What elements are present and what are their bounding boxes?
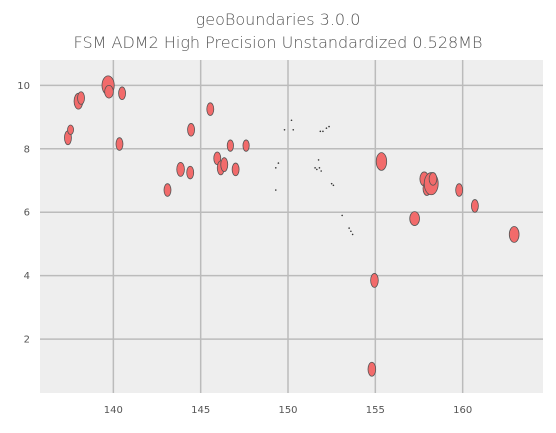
atoll-dot (341, 214, 343, 217)
tick-labels: 140 145 150 155 160 2 4 6 8 10 (17, 81, 472, 416)
x-tick-label: 150 (278, 405, 297, 416)
map-shapes (64, 75, 520, 377)
region-shape (67, 124, 74, 135)
grid (40, 60, 543, 393)
x-tick-label: 140 (104, 405, 123, 416)
atoll-dot (274, 167, 277, 169)
region-shape (118, 86, 126, 101)
atoll-dot (350, 230, 352, 233)
atoll-dot (320, 170, 322, 172)
y-tick-label: 10 (17, 81, 30, 92)
atoll-dot (322, 130, 324, 133)
region-shape (77, 91, 85, 105)
region-shape (508, 226, 520, 243)
region-shape (455, 183, 464, 197)
atoll-dot (330, 182, 333, 185)
region-shape (428, 172, 438, 186)
atoll-dot (316, 168, 318, 171)
chart-title: geoBoundaries 3.0.0 (195, 10, 361, 29)
region-shape (220, 157, 229, 173)
region-shape (163, 183, 172, 197)
atoll-dot (325, 127, 328, 129)
region-shape (206, 102, 215, 116)
atoll-dot (277, 162, 280, 164)
x-tick-label: 160 (453, 405, 472, 416)
region-shape (115, 137, 124, 151)
atoll-dot (332, 184, 335, 187)
atoll-dot (351, 233, 354, 236)
y-tick-label: 8 (24, 144, 30, 155)
region-shape (187, 123, 195, 137)
atoll-dot (348, 227, 350, 229)
atoll-dot (292, 128, 295, 131)
region-shape (375, 152, 388, 171)
atoll-dot (319, 130, 322, 133)
region-shape (367, 361, 377, 377)
region-shape (370, 273, 379, 288)
atoll-dot (283, 128, 286, 131)
region-shape (470, 199, 479, 213)
region-shape (176, 162, 185, 177)
atoll-dot (318, 167, 321, 169)
region-shape (231, 162, 240, 177)
region-shape (409, 211, 420, 226)
atoll-dot (328, 125, 330, 128)
plot-background (40, 60, 543, 393)
region-shape (242, 139, 250, 152)
y-tick-label: 4 (24, 271, 30, 282)
x-tick-label: 145 (191, 405, 210, 416)
y-tick-label: 2 (24, 335, 30, 346)
chart-subtitle: FSM ADM2 High Precision Unstandardized 0… (73, 33, 483, 52)
region-shape (226, 139, 234, 152)
y-tick-label: 6 (24, 208, 30, 219)
region-shape (186, 165, 195, 180)
x-tick-label: 155 (366, 405, 385, 416)
atoll-dot (274, 189, 277, 191)
atoll-dot (317, 159, 320, 161)
atoll-dot (314, 167, 316, 169)
region-shape (104, 84, 114, 99)
atoll-dot (290, 119, 293, 122)
